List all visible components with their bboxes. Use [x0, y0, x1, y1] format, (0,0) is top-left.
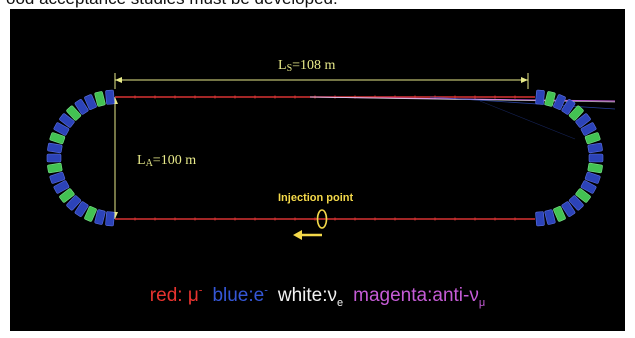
top-caption: ood acceptance studies must be developed… [6, 0, 338, 9]
bending-magnet [561, 99, 576, 115]
bending-magnet [46, 153, 62, 163]
ls-right-arrow [521, 77, 528, 83]
focusing-magnet [575, 188, 591, 203]
bending-magnet [588, 153, 604, 163]
bending-magnet [584, 171, 601, 184]
injection-point-label: Injection point [278, 192, 354, 204]
focusing-magnet [568, 105, 584, 121]
bending-magnet [580, 122, 597, 136]
focusing-magnet [84, 206, 97, 222]
bending-magnet [568, 195, 584, 211]
bending-magnet [553, 94, 566, 110]
focusing-magnet [587, 162, 603, 174]
ls-label: LS=108 m [278, 58, 336, 74]
bending-magnet [84, 94, 97, 110]
focusing-magnet [47, 162, 63, 174]
focusing-magnet [66, 105, 82, 121]
ring-diagram [46, 73, 616, 240]
focusing-magnet [94, 91, 106, 107]
bending-magnet [66, 195, 82, 211]
legend-white: white:νe [277, 285, 344, 310]
ring-diagram-slide: LS=108 m LA=100 m Injection point red: μ… [10, 9, 625, 331]
bending-magnet [47, 142, 63, 154]
injection-arrow-head [293, 230, 302, 240]
bending-magnet [74, 201, 89, 217]
bending-magnet [59, 113, 75, 128]
legend-blue: blue:e- [212, 285, 268, 307]
focusing-magnet [553, 206, 566, 222]
focusing-magnet [544, 91, 556, 107]
bending-magnet [580, 180, 597, 194]
bending-magnet [53, 122, 70, 136]
bending-magnet [105, 211, 115, 227]
electron-trail-2 [479, 100, 576, 140]
bending-magnet [535, 211, 545, 227]
bending-magnet [544, 209, 556, 225]
bending-magnet [561, 201, 576, 217]
legend-magenta: magenta:anti-νμ [353, 285, 486, 310]
bending-magnet [49, 171, 66, 184]
bending-magnet [535, 89, 545, 105]
bending-magnet [575, 113, 591, 128]
left-arc-magnets [46, 89, 115, 227]
bending-magnet [105, 89, 115, 105]
electron-trail [429, 96, 616, 110]
bending-magnet [53, 180, 70, 194]
focusing-magnet [49, 132, 66, 145]
legend-red: red: μ- [149, 285, 203, 307]
bending-magnet [94, 209, 106, 225]
bending-magnet [587, 142, 603, 154]
color-legend: red: μ-blue:e-white:νe magenta:anti-νμ [10, 285, 625, 309]
la-label: LA=100 m [137, 153, 197, 169]
ls-left-arrow [115, 77, 122, 83]
focusing-magnet [584, 132, 601, 145]
right-arc-magnets [535, 89, 604, 227]
injection-point-marker [316, 209, 328, 229]
focusing-magnet [59, 188, 75, 203]
bending-magnet [74, 99, 89, 115]
